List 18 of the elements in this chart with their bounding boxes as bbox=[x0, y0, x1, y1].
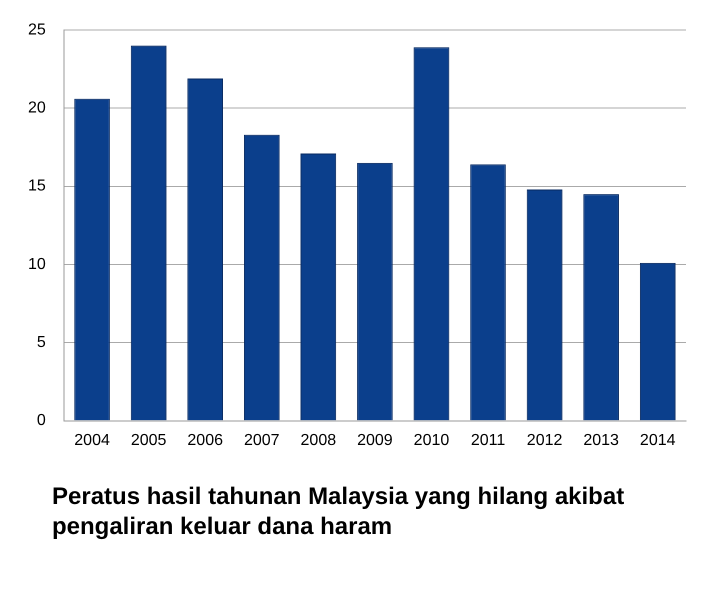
x-tick-label: 2004 bbox=[74, 432, 110, 449]
y-tick-label: 20 bbox=[28, 100, 46, 117]
x-tick-label: 2007 bbox=[244, 432, 280, 449]
y-tick-label: 15 bbox=[28, 178, 46, 195]
x-tick-label: 2005 bbox=[130, 432, 167, 449]
x-tick-label: 2008 bbox=[300, 432, 336, 449]
x-tick-label: 2010 bbox=[414, 432, 450, 449]
x-tick-label: 2012 bbox=[526, 432, 562, 449]
text: Peratus hasil tahunan Malaysia yang hilang akibat pengaliran keluar dana haram bbox=[52, 482, 626, 542]
x-tick-label: 2014 bbox=[640, 432, 676, 449]
x-tick-label: 2009 bbox=[357, 432, 393, 449]
y-tick-label: 0 bbox=[36, 412, 46, 430]
x-tick-label: 2006 bbox=[187, 432, 224, 449]
y-tick-label: 5 bbox=[36, 334, 46, 352]
y-tick-label: 10 bbox=[28, 256, 46, 273]
x-tick-label: 2011 bbox=[470, 432, 506, 449]
y-tick-label: 25 bbox=[28, 21, 46, 38]
x-tick-label: 2013 bbox=[583, 432, 620, 449]
